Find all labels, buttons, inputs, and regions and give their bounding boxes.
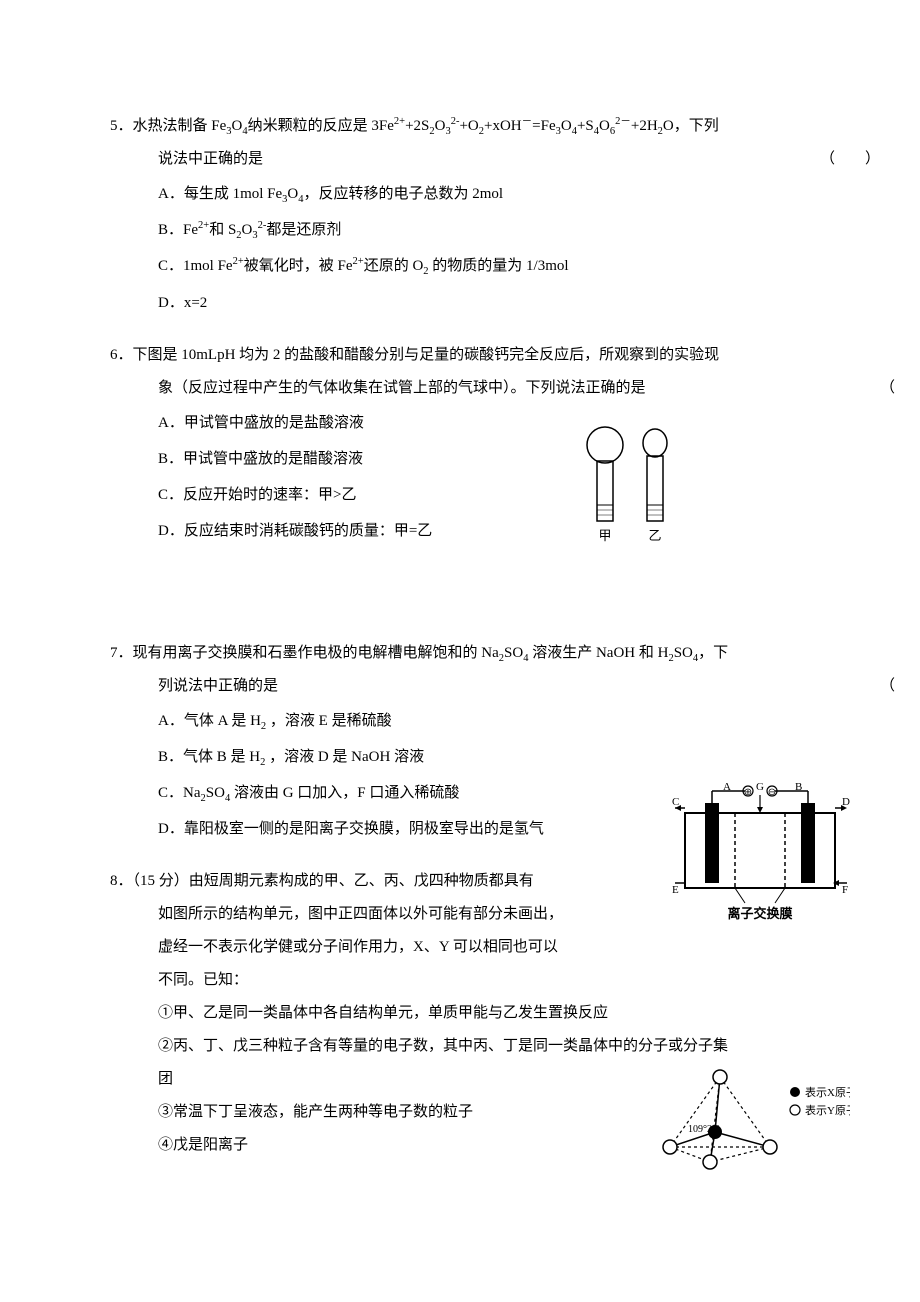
legend-x: 表示X原子 bbox=[805, 1085, 850, 1099]
angle-label: 109°28′ bbox=[688, 1124, 719, 1135]
q7-option-a: A．气体 A 是 H2 ，溶液 E 是稀硫酸 bbox=[158, 703, 880, 739]
tube-label-a: 甲 bbox=[598, 528, 611, 543]
svg-text:C: C bbox=[672, 796, 679, 808]
q8-line2: 如图所示的结构单元，图中正四面体以外可能有部分未画出， bbox=[158, 898, 880, 931]
answer-blank: （ ） bbox=[880, 372, 920, 405]
svg-text:A: A bbox=[723, 783, 731, 793]
question-8: 8．（15 分）由短周期元素构成的甲、乙、丙、戊四种物质都具有 如图所示的结构单… bbox=[110, 865, 880, 1162]
question-5: 5．水热法制备 Fe3O4纳米颗粒的反应是 3Fe2++2S2O32-+O2+x… bbox=[110, 110, 880, 321]
q5-option-b: B．Fe2+和 S2O32-都是还原剂 bbox=[158, 212, 880, 248]
q5-stem-line2: 说法中正确的是 （ ） bbox=[158, 143, 880, 176]
svg-text:D: D bbox=[842, 796, 850, 808]
q5-stem-line1: 5．水热法制备 Fe3O4纳米颗粒的反应是 3Fe2++2S2O32-+O2+x… bbox=[110, 110, 880, 143]
svg-text:B: B bbox=[795, 783, 802, 793]
q7-option-b: B．气体 B 是 H2 ，溶液 D 是 NaOH 溶液 bbox=[158, 739, 880, 775]
test-tubes-figure: 甲 乙 bbox=[570, 425, 700, 555]
q8-number: 8． bbox=[110, 873, 133, 889]
q6-option-d: D．反应结束时消耗碳酸钙的质量：甲=乙 bbox=[158, 513, 880, 549]
tube-label-b: 乙 bbox=[648, 528, 661, 543]
legend-y: 表示Y原子 bbox=[805, 1103, 850, 1117]
q6-option-b: B．甲试管中盛放的是醋酸溶液 bbox=[158, 441, 880, 477]
q5-option-d: D．x=2 bbox=[158, 285, 880, 321]
q7-stem-line2: 列说法中正确的是 （ ） bbox=[158, 670, 880, 703]
q6-option-c: C．反应开始时的速率：甲>乙 bbox=[158, 477, 880, 513]
q8-cond2: ②丙、丁、戊三种粒子含有等量的电子数，其中丙、丁是同一类晶体中的分子或分子集 bbox=[158, 1030, 880, 1063]
q8-cond1: ①甲、乙是同一类晶体中各自结构单元，单质甲能与乙发生置换反应 bbox=[158, 997, 880, 1030]
question-6: 6．下图是 10mLpH 均为 2 的盐酸和醋酸分别与足量的碳酸钙完全反应后，所… bbox=[110, 339, 880, 549]
q7-number: 7． bbox=[110, 645, 133, 661]
q8-line3: 虚经一不表示化学健或分子间作用力，X、Y 可以相同也可以 bbox=[158, 931, 880, 964]
answer-blank: （ ） bbox=[820, 143, 880, 176]
svg-text:G: G bbox=[756, 783, 764, 793]
q6-number: 6． bbox=[110, 347, 133, 363]
q6-stem-line2: 象（反应过程中产生的气体收集在试管上部的气球中）。下列说法正确的是 （ ） bbox=[158, 372, 880, 405]
q5-number: 5． bbox=[110, 118, 133, 134]
q6-stem-line1: 6．下图是 10mLpH 均为 2 的盐酸和醋酸分别与足量的碳酸钙完全反应后，所… bbox=[110, 339, 880, 372]
q8-stem-line1: 8．（15 分）由短周期元素构成的甲、乙、丙、戊四种物质都具有 bbox=[110, 865, 880, 898]
q8-line4: 不同。已知： bbox=[158, 964, 880, 997]
question-7: 7．现有用离子交换膜和石墨作电极的电解槽电解饱和的 Na2SO4 溶液生产 Na… bbox=[110, 637, 880, 848]
svg-text:⊕: ⊕ bbox=[744, 787, 752, 798]
q5-option-a: A．每生成 1mol Fe3O4，反应转移的电子总数为 2mol bbox=[158, 176, 880, 212]
q6-option-a: A．甲试管中盛放的是盐酸溶液 bbox=[158, 405, 880, 441]
tetrahedron-figure: 109°28′ 表示X原子 表示Y原子 bbox=[650, 1062, 850, 1172]
q5-option-c: C．1mol Fe2+被氧化时，被 Fe2+还原的 O2 的物质的量为 1/3m… bbox=[158, 248, 880, 284]
svg-text:⊖: ⊖ bbox=[768, 787, 776, 798]
q7-stem-line1: 7．现有用离子交换膜和石墨作电极的电解槽电解饱和的 Na2SO4 溶液生产 Na… bbox=[110, 637, 880, 670]
answer-blank: （ ） bbox=[880, 670, 920, 703]
